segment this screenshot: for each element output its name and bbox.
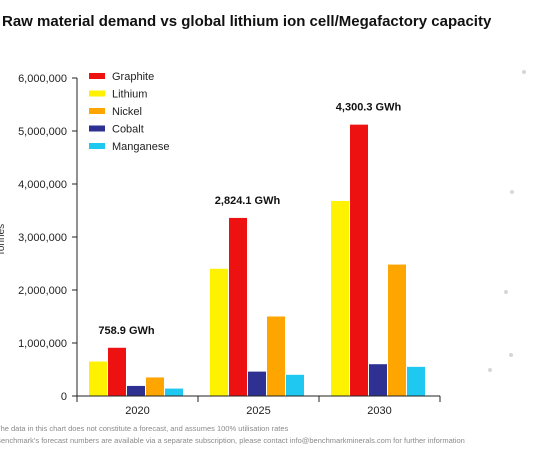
decorative-dot <box>488 368 492 372</box>
y-tick-label: 4,000,000 <box>18 179 67 191</box>
footnote-subscription: Benchmark's forecast numbers are availab… <box>0 436 465 445</box>
legend-swatch-cobalt <box>89 125 105 132</box>
y-tick-label: 0 <box>61 391 67 403</box>
bar-lithium-2025 <box>210 268 228 396</box>
legend-label-manganese: Manganese <box>112 141 170 153</box>
legend: Graphite Lithium Nickel Cobalt Manganese <box>89 71 170 153</box>
bar-cobalt-2030 <box>369 364 387 396</box>
legend-label-nickel: Nickel <box>112 106 142 118</box>
decorative-dot <box>510 190 514 194</box>
decorative-dot <box>509 353 513 357</box>
x-tick-label: 2030 <box>367 405 391 417</box>
legend-swatch-nickel <box>89 108 105 114</box>
bar-graphite-2025 <box>229 217 247 396</box>
decorative-dot <box>504 290 508 294</box>
legend-label-lithium: Lithium <box>112 89 147 101</box>
y-tick-label: 3,000,000 <box>18 232 67 244</box>
bar-nickel-2025 <box>267 316 285 396</box>
bar-manganese-2030 <box>407 366 425 396</box>
bar-graphite-2030 <box>350 124 368 396</box>
bar-nickel-2020 <box>146 377 164 396</box>
y-tick-label: 1,000,000 <box>18 338 67 350</box>
capacity-annotation-2025: 2,824.1 GWh <box>215 195 281 207</box>
bar-manganese-2025 <box>286 374 304 396</box>
chart-title: Raw material demand vs global lithium io… <box>2 13 492 30</box>
x-axis: 2020 2025 2030 <box>76 395 441 417</box>
legend-swatch-lithium <box>89 90 105 97</box>
y-tick-label: 6,000,000 <box>18 73 67 85</box>
capacity-annotation-2030: 4,300.3 GWh <box>336 102 402 114</box>
bar-lithium-2020 <box>89 361 107 396</box>
legend-swatch-manganese <box>89 143 105 149</box>
x-tick-label: 2020 <box>125 405 149 417</box>
bars <box>89 124 425 396</box>
decorative-dot <box>522 70 526 74</box>
bar-nickel-2030 <box>388 264 406 396</box>
legend-swatch-graphite <box>89 73 105 79</box>
bar-lithium-2030 <box>331 200 349 396</box>
y-axis: 0 1,000,000 2,000,000 3,000,000 4,000,000 5,0… <box>0 73 78 403</box>
footnote-utilisation: The data in this chart does not constitu… <box>0 424 289 433</box>
decorative-dots <box>488 70 526 372</box>
legend-label-graphite: Graphite <box>112 71 154 83</box>
bar-graphite-2020 <box>108 347 126 396</box>
y-axis-label: Tonnes <box>0 224 7 256</box>
bar-manganese-2020 <box>165 388 183 396</box>
y-tick-label: 5,000,000 <box>18 126 67 138</box>
y-tick-label: 2,000,000 <box>18 285 67 297</box>
bar-cobalt-2025 <box>248 371 266 396</box>
bar-cobalt-2020 <box>127 385 145 396</box>
x-tick-label: 2025 <box>246 405 270 417</box>
capacity-annotation-2020: 758.9 GWh <box>98 325 155 337</box>
legend-label-cobalt: Cobalt <box>112 124 144 136</box>
annotations: 758.9 GWh 2,824.1 GWh 4,300.3 GWh <box>98 102 401 337</box>
